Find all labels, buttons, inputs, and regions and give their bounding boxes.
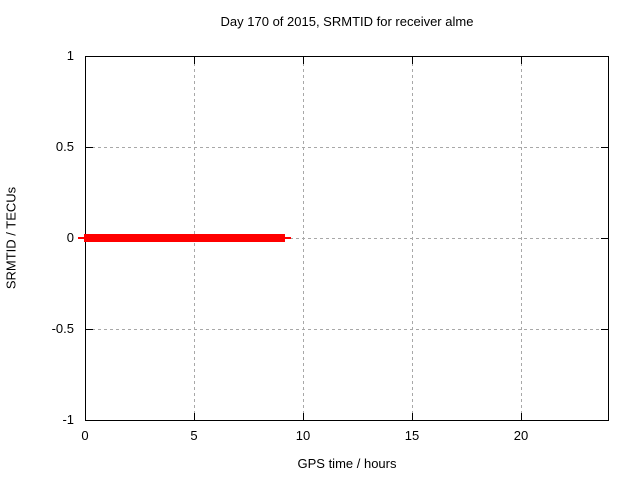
- x-tick-mark-top-10: [303, 57, 304, 64]
- x-tick-mark-top-15: [412, 57, 413, 64]
- x-tick-label-0: 0: [81, 428, 89, 443]
- y-axis-label: SRMTID / TECUs: [3, 186, 19, 290]
- x-tick-mark-bottom-10: [303, 413, 304, 420]
- x-tick-mark-bottom-15: [412, 413, 413, 420]
- y-tick-mark-right-0: [601, 238, 608, 239]
- x-tick-label-15: 15: [404, 428, 420, 443]
- x-tick-mark-top-5: [194, 57, 195, 64]
- chart-title: Day 170 of 2015, SRMTID for receiver alm…: [220, 14, 474, 29]
- y-tick-label--1: -1: [62, 412, 74, 427]
- h-gridline-0.5: [86, 147, 608, 148]
- x-tick-mark-bottom-20: [521, 413, 522, 420]
- y-tick-mark-right-0.5: [601, 147, 608, 148]
- x-tick-mark-bottom-5: [194, 413, 195, 420]
- x-tick-label-20: 20: [513, 428, 529, 443]
- y-tick-label-0.5: 0.5: [55, 139, 74, 154]
- y-tick-label--0.5: -0.5: [51, 321, 74, 336]
- h-gridline-0: [86, 238, 608, 239]
- y-tick-mark-left--0.5: [86, 329, 93, 330]
- x-tick-label-10: 10: [295, 428, 311, 443]
- x-tick-label-5: 5: [190, 428, 198, 443]
- data-series-line: [84, 234, 285, 242]
- y-tick-mark-left-0.5: [86, 147, 93, 148]
- y-tick-mark-right--0.5: [601, 329, 608, 330]
- y-tick-label-1: 1: [66, 48, 74, 63]
- x-axis-label: GPS time / hours: [297, 456, 397, 471]
- h-gridline--0.5: [86, 329, 608, 330]
- x-tick-mark-top-20: [521, 57, 522, 64]
- y-tick-label-0: 0: [66, 230, 74, 245]
